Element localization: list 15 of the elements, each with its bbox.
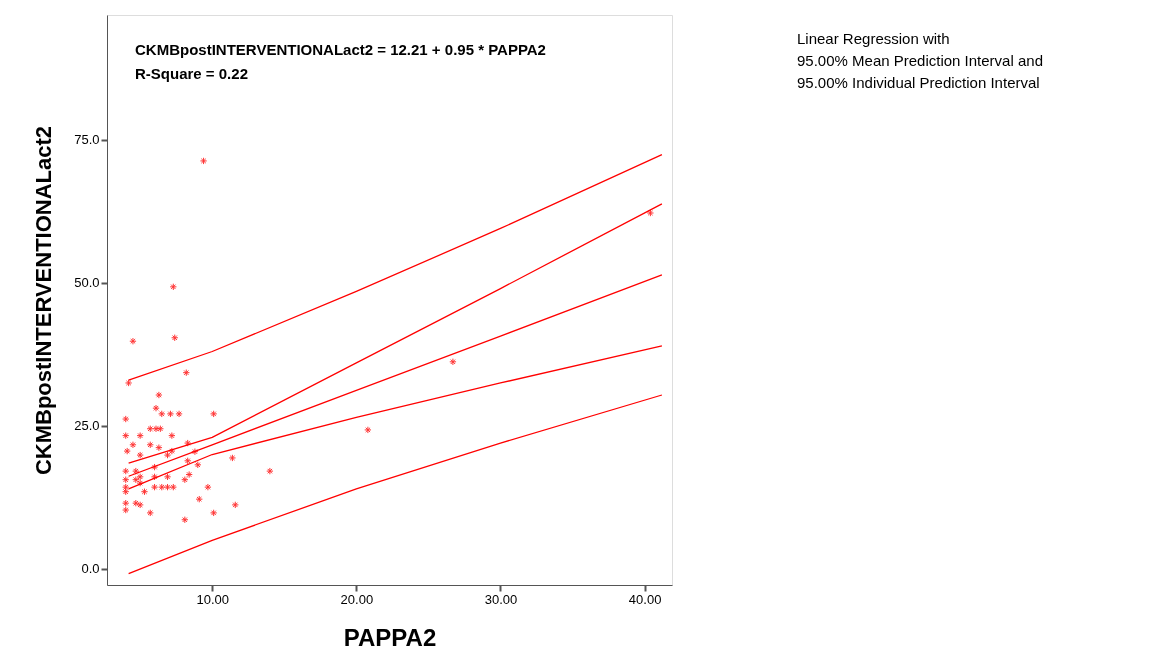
x-tick-label: 30.00 xyxy=(484,591,518,607)
annotation: R-Square = 0.22 xyxy=(135,65,248,82)
line-series xyxy=(127,203,663,464)
line-series xyxy=(127,394,663,575)
annotation: CKMBpostINTERVENTIONALact2 = 12.21 + 0.95 * PAPPA2 xyxy=(135,41,546,58)
y-tick-label: 25.0 xyxy=(74,418,100,434)
y-tick-label: 50.0 xyxy=(74,275,100,291)
x-tick-label: 40.00 xyxy=(628,591,662,607)
y-axis-title: CKMBpostINTERVENTIONALact2 xyxy=(31,125,57,476)
x-tick-label: 10.00 xyxy=(196,591,229,607)
y-tick-label: 75.0 xyxy=(74,132,100,148)
text: Linear Regression with 95.00% Mean Prediction Interval and 95.00% Individual Prediction Interval xyxy=(797,30,1043,91)
x-axis-title: PAPPA2 xyxy=(343,623,437,651)
x-tick-label: 20.00 xyxy=(340,591,374,607)
y-tick-label: 0.0 xyxy=(81,561,100,577)
